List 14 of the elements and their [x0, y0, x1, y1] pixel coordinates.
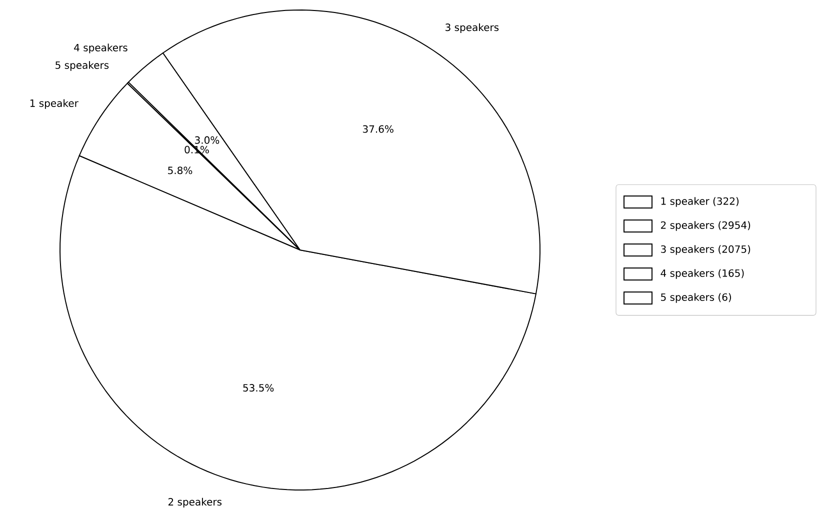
slice-label: 2 speakers: [168, 498, 222, 508]
slice-label: 1 speaker: [30, 99, 78, 109]
data-label: 3.0%: [195, 136, 220, 144]
data-label: 37.6%: [362, 125, 394, 133]
slice-label: 5 speakers: [56, 61, 109, 71]
text: 5 speakers (6): [661, 293, 732, 303]
text: 2 speakers (2954): [661, 221, 750, 231]
data-label: 5.8%: [168, 166, 192, 174]
slice-label: 3 speakers: [446, 23, 499, 34]
slice-label: 4 speakers: [74, 44, 128, 54]
data-label: 53.5%: [243, 384, 274, 392]
text: 4 speakers (165): [660, 269, 744, 279]
text: 1 speaker (322): [661, 197, 739, 207]
text: 3 speakers (2075): [661, 245, 750, 255]
